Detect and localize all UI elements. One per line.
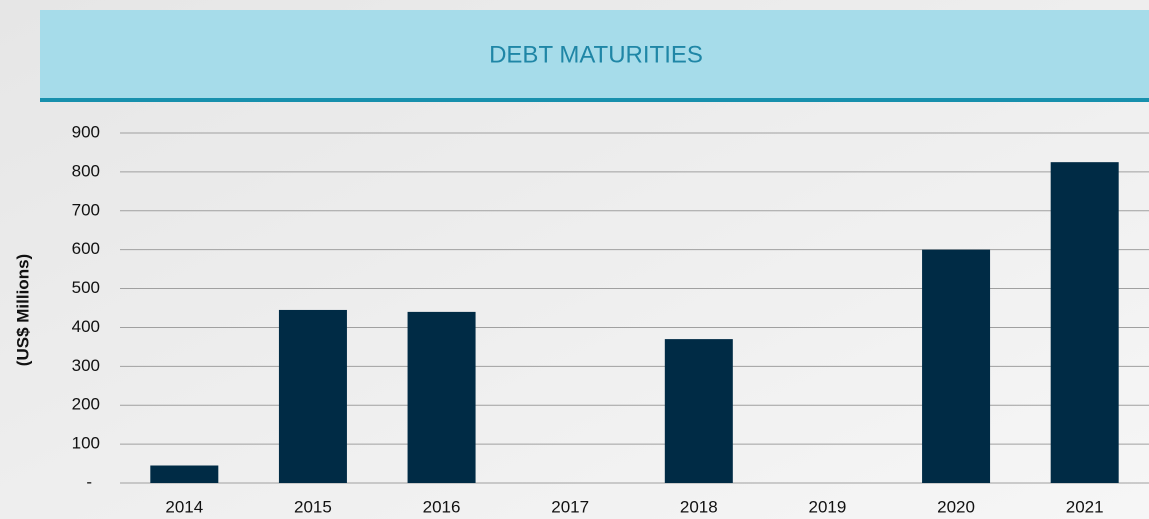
y-tick-label: 300	[72, 356, 100, 375]
chart-title: DEBT MATURITIES	[489, 41, 703, 68]
x-tick-label: 2017	[551, 497, 589, 516]
y-tick-label: 400	[72, 317, 100, 336]
y-tick-label: 500	[72, 278, 100, 297]
x-tick-label: 2020	[937, 497, 975, 516]
bar	[1050, 162, 1119, 483]
x-tick-label: 2015	[294, 497, 332, 516]
y-tick-label: -	[86, 472, 92, 491]
x-tick-label: 2019	[809, 497, 847, 516]
x-tick-label: 2021	[1066, 497, 1104, 516]
bar	[278, 309, 347, 483]
x-tick-label: 2018	[680, 497, 718, 516]
bar	[664, 339, 733, 483]
y-axis-title: (US$ Millions)	[13, 254, 32, 366]
bar	[922, 249, 991, 483]
y-tick-label: 200	[72, 395, 100, 414]
header-rule	[40, 98, 1149, 102]
y-tick-label: 100	[72, 434, 100, 453]
header-band	[40, 10, 1149, 100]
x-tick-label: 2014	[165, 497, 203, 516]
y-tick-label: 800	[72, 161, 100, 180]
y-tick-label: 700	[72, 200, 100, 219]
y-tick-label: 600	[72, 239, 100, 258]
y-tick-label: 900	[72, 122, 100, 141]
bar	[150, 465, 219, 483]
x-tick-label: 2016	[423, 497, 461, 516]
bar	[407, 311, 476, 483]
